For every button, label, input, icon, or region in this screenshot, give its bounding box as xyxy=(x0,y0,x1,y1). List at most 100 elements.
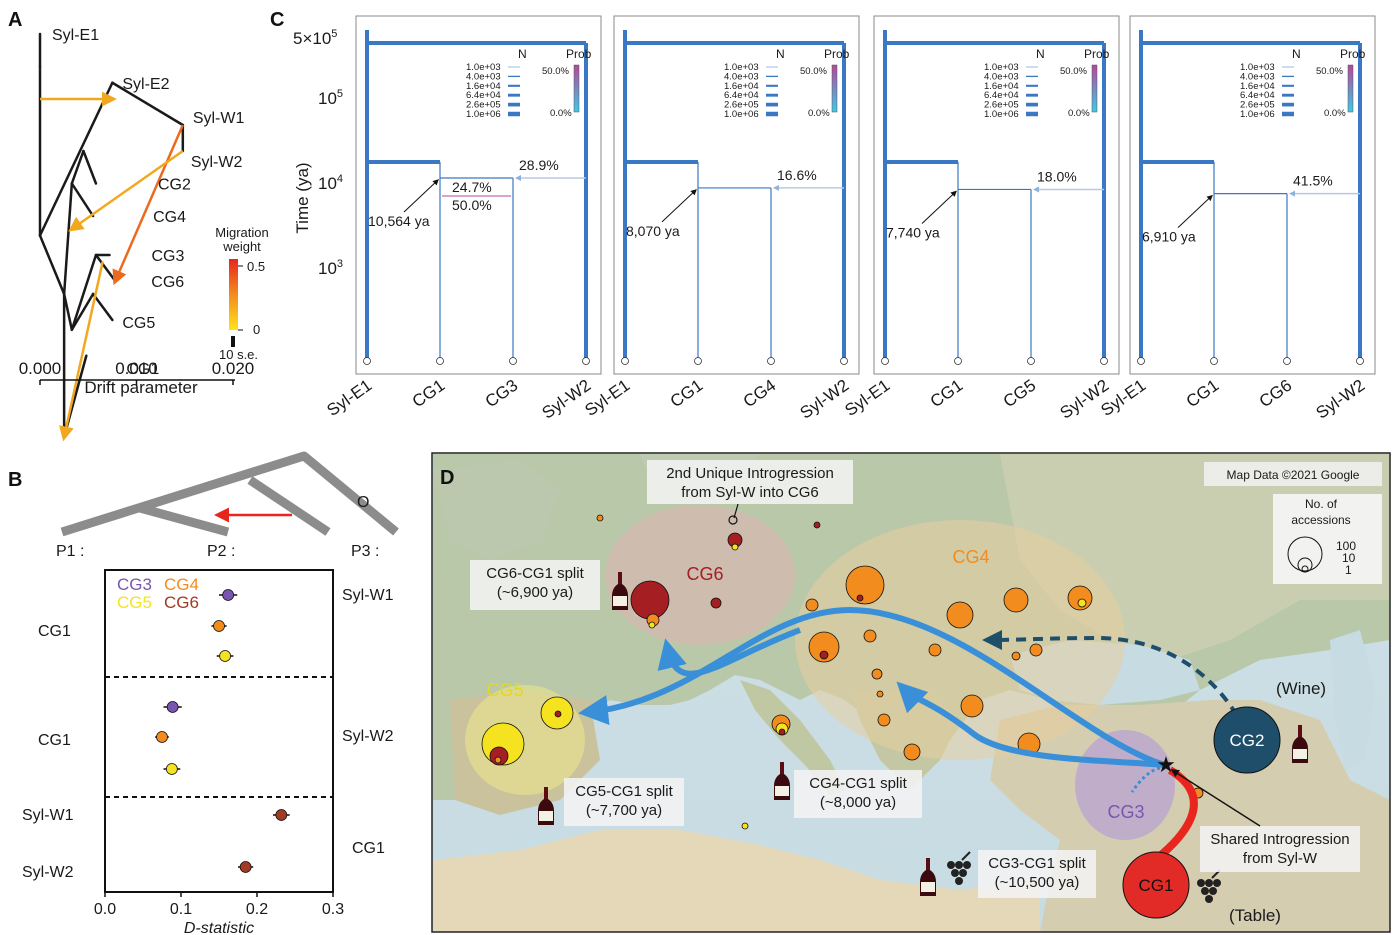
legend-n-value: 2.6e+05 xyxy=(466,100,501,111)
tree-edge xyxy=(70,292,95,331)
d-stat-tick-label: 0.0 xyxy=(94,901,116,918)
migration-edge xyxy=(68,149,184,232)
ytick-1e4: 104 xyxy=(318,173,343,193)
accession-dot xyxy=(876,690,884,698)
d-stat-topology: O P1 : P2 : P3 : xyxy=(56,451,399,560)
legend-n-value: 1.0e+03 xyxy=(1240,62,1275,73)
accession-dot xyxy=(778,728,786,736)
d-stat-point xyxy=(213,620,225,632)
panel-b-letter: B xyxy=(8,469,22,491)
topology-p1: P1 : xyxy=(56,543,84,560)
tree-tip-label: Syl-E1 xyxy=(52,27,99,44)
legend-n-title: N xyxy=(518,47,527,61)
drift-tick-label: 0.010 xyxy=(115,359,158,378)
tree-edge xyxy=(94,253,117,283)
legend-n-value: 6.4e+04 xyxy=(466,90,501,101)
prob-colorbar xyxy=(1091,64,1098,113)
d-stat-tick-label: 0.2 xyxy=(246,901,268,918)
tree-edge xyxy=(70,182,95,218)
accession-dot xyxy=(1029,643,1043,657)
legend-n-value: 1.0e+06 xyxy=(984,109,1019,120)
svg-text:Shared Introgression: Shared Introgression xyxy=(1210,831,1349,848)
legend-n-value: 1.0e+03 xyxy=(724,62,759,73)
legend-n-value: 4.0e+03 xyxy=(1240,71,1275,82)
wine-bottle-icon xyxy=(1292,725,1308,763)
migration-pct: 28.9% xyxy=(519,157,559,173)
leaf-node xyxy=(582,357,590,365)
copyright-box xyxy=(1204,462,1382,486)
panel-a-letter: A xyxy=(8,9,22,31)
leaf-node xyxy=(1210,357,1218,365)
legend-n-value: 4.0e+03 xyxy=(724,71,759,82)
leaf-node xyxy=(840,357,848,365)
tree-edge xyxy=(38,81,114,237)
d-stat-tick-label: 0.1 xyxy=(170,901,192,918)
cg1-arrow xyxy=(1152,766,1198,864)
tree-tip-label: CG4 xyxy=(153,209,186,226)
migration-weight-legend: Migration weight 0.5 0 10 s.e. xyxy=(215,225,268,362)
taxon-label: CG3 xyxy=(482,376,522,412)
d-stat-point xyxy=(165,763,178,775)
accession-dot xyxy=(856,594,864,602)
cg3-region-label: CG3 xyxy=(1107,802,1144,822)
leaf-node xyxy=(1137,357,1145,365)
d-stat-point xyxy=(156,731,168,743)
tree-tip-label: CG6 xyxy=(151,274,184,291)
model-frame xyxy=(355,15,602,375)
intro-annotation: 2nd Unique Introgression from Syl-W into … xyxy=(647,460,853,504)
tree-tip-label: CG2 xyxy=(158,177,191,194)
wine-bottle-icon xyxy=(538,787,554,825)
d-stat-point xyxy=(222,589,235,601)
group3-p1a: Syl-W1 xyxy=(22,807,74,824)
leaf-node xyxy=(1027,357,1035,365)
cg1-node xyxy=(1122,851,1190,919)
accession-dot xyxy=(596,514,604,522)
legend-n-value: 2.6e+05 xyxy=(1240,100,1275,111)
accession-dots xyxy=(481,514,1204,830)
svg-text:(~6,900 ya): (~6,900 ya) xyxy=(497,584,573,601)
demographic-model-1: 28.9% 10,564 ya 24.7% 50.0% N Prob 1.0e+034.0e… xyxy=(323,15,602,423)
d-stat-tick-label: 0.3 xyxy=(322,901,344,918)
legend-n-value: 6.4e+04 xyxy=(1240,90,1275,101)
d-stat-plot-frame xyxy=(104,569,334,893)
migration-weight-tick-low: 0 xyxy=(253,322,260,337)
se-scale-bar xyxy=(231,336,235,347)
d-stat-legend-item: CG6 xyxy=(164,593,199,612)
wine-spread-arrow xyxy=(982,629,1247,731)
taxon-label: Syl-E1 xyxy=(581,376,633,420)
accession-dot xyxy=(903,743,921,761)
se-scale-label: 10 s.e. xyxy=(219,347,258,362)
spread-arrow-cg6 xyxy=(657,627,802,677)
svg-text:(~10,500 ya): (~10,500 ya) xyxy=(995,874,1080,891)
tree-tip-label: Syl-W1 xyxy=(193,110,245,127)
taxon-label: CG1 xyxy=(409,376,449,412)
ytick-5e5: 5×105 xyxy=(293,28,337,48)
map-annotations: 2nd Unique Introgression from Syl-W into … xyxy=(470,460,1360,925)
accession-dot xyxy=(877,713,891,727)
legend-n-value: 2.6e+05 xyxy=(724,100,759,111)
british-isles xyxy=(433,460,560,560)
d-stat-points xyxy=(155,589,290,873)
svg-text:CG6-CG1 split: CG6-CG1 split xyxy=(486,565,584,582)
topology-p3-branch xyxy=(247,476,331,536)
d-stat-point xyxy=(275,809,288,821)
panel-d: ★ CG2 CG1 CG6 CG4 CG5 CG3 2nd Unique Int… xyxy=(431,452,1391,933)
legend-n-value: 1.6e+04 xyxy=(984,81,1019,92)
leaf-node xyxy=(621,357,629,365)
migration-pct: 18.0% xyxy=(1037,168,1077,184)
leaf-node xyxy=(363,357,371,365)
legend-n-value: 2.6e+05 xyxy=(984,100,1019,111)
size-legend-box xyxy=(1273,494,1382,584)
d-stat-legend-item: CG4 xyxy=(164,575,199,594)
split-time-pointer xyxy=(661,189,697,223)
split-time-pointer xyxy=(921,190,957,224)
prob-tick-low: 0.0% xyxy=(808,108,830,119)
drift-tick-label: 0.000 xyxy=(19,359,62,378)
legend-n-title: N xyxy=(776,47,785,61)
prob-tick-high: 50.0% xyxy=(1316,66,1343,77)
cg2-label: CG2 xyxy=(1230,731,1265,750)
cg5-split-note: CG5-CG1 split (~7,700 ya) xyxy=(564,778,684,826)
prob-colorbar xyxy=(831,64,838,113)
